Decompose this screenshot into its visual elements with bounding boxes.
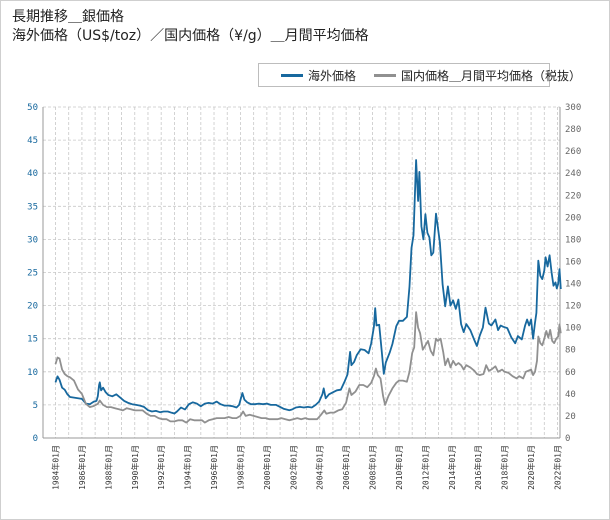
- y-right-tick-label: 280: [565, 125, 581, 135]
- y-left-tick-label: 40: [27, 169, 38, 179]
- y-left-tick-label: 50: [27, 103, 38, 113]
- y-right-tick-label: 20: [565, 412, 576, 422]
- legend-swatch-domestic: [374, 73, 397, 77]
- y-right-tick-label: 180: [565, 235, 581, 245]
- y-left-tick-label: 5: [33, 401, 38, 411]
- x-tick-label: 2004年01月: [315, 445, 325, 490]
- x-tick-label: 2000年01月: [262, 445, 272, 490]
- y-left-tick-label: 25: [27, 269, 38, 279]
- chart-title: 長期推移＿銀価格 海外価格（US$/toz）／国内価格（¥/g）＿月間平均価格: [12, 8, 369, 46]
- series-line-overseas: [54, 159, 562, 415]
- x-tick-label: 1988年01月: [103, 445, 113, 490]
- legend-item-overseas: 海外価格: [281, 67, 356, 84]
- legend-swatch-overseas: [281, 73, 303, 77]
- y-right-tick-label: 140: [565, 280, 581, 290]
- x-tick-label: 2022年01月: [553, 445, 563, 490]
- x-tick-label: 2008年01月: [368, 445, 378, 490]
- legend: 海外価格 国内価格＿月間平均価格（税抜）: [258, 63, 581, 87]
- x-tick-label: 2020年01月: [526, 445, 536, 490]
- y-left-tick-label: 45: [27, 136, 38, 146]
- x-tick-label: 2006年01月: [341, 445, 351, 490]
- y-left-tick-label: 35: [27, 202, 38, 212]
- y-right-tick-label: 100: [565, 324, 581, 334]
- series-line-domestic: [54, 311, 562, 424]
- x-tick-label: 1990年01月: [130, 445, 140, 490]
- x-tick-label: 2010年01月: [394, 445, 404, 490]
- x-tick-label: 1986年01月: [77, 445, 87, 490]
- y-right-tick-label: 300: [565, 103, 581, 113]
- y-right-tick-label: 260: [565, 147, 581, 157]
- x-tick-label: 2018年01月: [500, 445, 510, 490]
- y-right-tick-label: 200: [565, 213, 581, 223]
- x-tick-label: 1992年01月: [156, 445, 166, 490]
- legend-label-domestic: 国内価格＿月間平均価格（税抜）: [401, 68, 582, 83]
- y-right-tick-label: 80: [565, 346, 576, 356]
- x-tick-label: 1998年01月: [235, 445, 245, 490]
- y-right-tick-label: 40: [565, 390, 576, 400]
- legend-item-domestic: 国内価格＿月間平均価格（税抜）: [374, 67, 581, 84]
- x-tick-label: 1996年01月: [209, 445, 219, 490]
- x-tick-label: 2014年01月: [447, 445, 457, 490]
- x-tick-label: 2002年01月: [288, 445, 298, 490]
- y-right-tick-label: 120: [565, 302, 581, 312]
- x-tick-label: 1994年01月: [183, 445, 193, 490]
- y-right-tick-label: 160: [565, 257, 581, 267]
- legend-label-overseas: 海外価格: [308, 68, 357, 83]
- title-line-2: 海外価格（US$/toz）／国内価格（¥/g）＿月間平均価格: [12, 28, 369, 44]
- title-line-1: 長期推移＿銀価格: [12, 9, 124, 25]
- y-right-tick-label: 0: [565, 434, 570, 444]
- y-right-tick-label: 240: [565, 169, 581, 179]
- y-left-tick-label: 15: [27, 335, 38, 345]
- y-left-tick-label: 20: [27, 302, 38, 312]
- y-left-tick-label: 10: [27, 368, 38, 378]
- y-left-tick-label: 30: [27, 235, 38, 245]
- x-tick-label: 1984年01月: [51, 445, 61, 490]
- y-left-tick-label: 0: [33, 434, 38, 444]
- y-right-tick-label: 220: [565, 191, 581, 201]
- x-tick-label: 2016年01月: [473, 445, 483, 490]
- y-right-tick-label: 60: [565, 368, 576, 378]
- x-tick-label: 2012年01月: [420, 445, 430, 490]
